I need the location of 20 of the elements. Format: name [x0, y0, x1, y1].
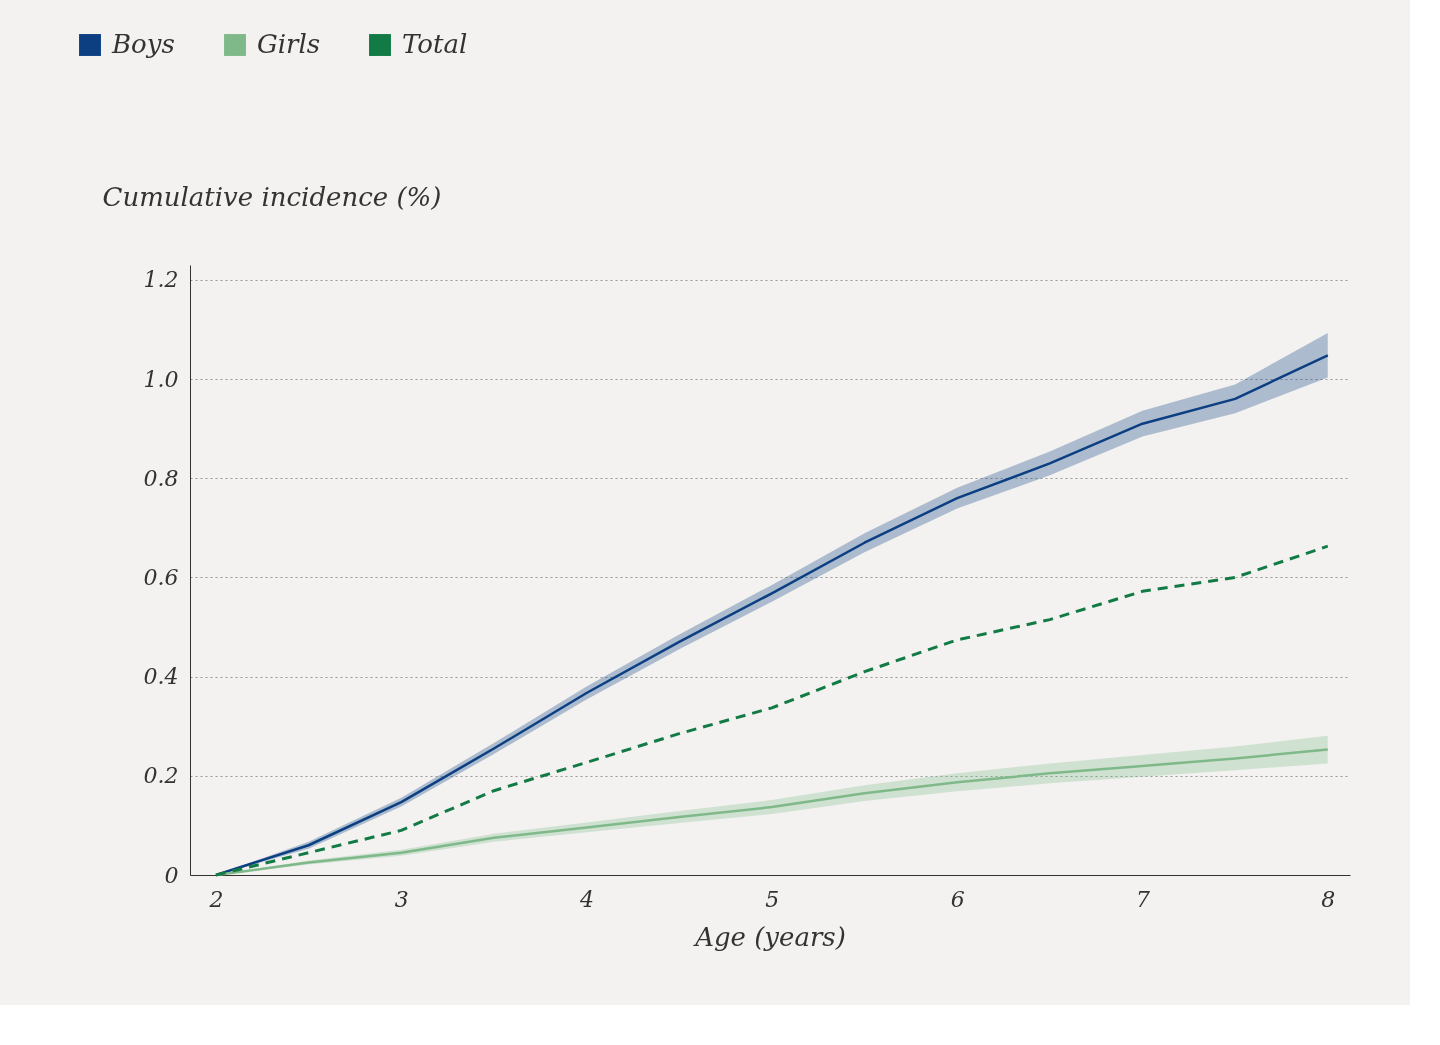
- line-series: [214, 544, 1330, 877]
- x-tick-label: 8: [1321, 886, 1336, 912]
- y-tick-label: 0.4: [143, 664, 179, 690]
- y-tick-label: 1.0: [143, 366, 179, 392]
- x-tick-label: 6: [950, 886, 965, 912]
- x-tick-label: 2: [208, 886, 224, 912]
- y-tick-label: 1.2: [143, 267, 179, 293]
- y-axis-title: Cumulative incidence (%): [102, 181, 442, 212]
- y-tick-label: 0: [164, 862, 179, 888]
- x-tick-label: 7: [1135, 886, 1150, 912]
- y-tick-label: 0.2: [143, 763, 179, 789]
- legend-label: Boys: [111, 29, 175, 59]
- legend-label: Total: [402, 29, 468, 59]
- x-tick-label: 5: [765, 886, 780, 912]
- legend-label: Girls: [257, 29, 321, 59]
- y-tick-label: 0.8: [143, 465, 179, 491]
- x-tick-label: 3: [394, 886, 409, 912]
- y-tick-label: 0.6: [143, 564, 179, 590]
- x-axis-title: Age (years): [693, 921, 846, 952]
- x-tick-label: 4: [579, 886, 595, 912]
